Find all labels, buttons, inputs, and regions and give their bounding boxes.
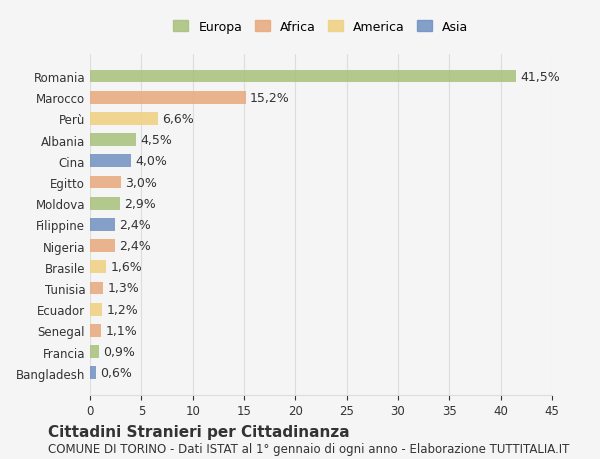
Bar <box>90 346 99 358</box>
Bar <box>90 303 103 316</box>
Text: 4,0%: 4,0% <box>135 155 167 168</box>
Bar <box>90 155 131 168</box>
Text: 4,5%: 4,5% <box>140 134 172 147</box>
Text: 2,4%: 2,4% <box>119 218 151 231</box>
Text: 41,5%: 41,5% <box>520 70 560 84</box>
Bar <box>90 176 121 189</box>
Text: 2,9%: 2,9% <box>124 197 155 210</box>
Bar <box>90 261 106 274</box>
Text: 2,4%: 2,4% <box>119 240 151 252</box>
Bar <box>90 240 115 252</box>
Bar <box>90 282 103 295</box>
Text: Cittadini Stranieri per Cittadinanza: Cittadini Stranieri per Cittadinanza <box>48 425 350 440</box>
Bar <box>90 325 101 337</box>
Text: 0,6%: 0,6% <box>100 366 132 380</box>
Text: 1,6%: 1,6% <box>110 261 142 274</box>
Bar <box>90 197 120 210</box>
Bar <box>90 218 115 231</box>
Text: 3,0%: 3,0% <box>125 176 157 189</box>
Text: COMUNE DI TORINO - Dati ISTAT al 1° gennaio di ogni anno - Elaborazione TUTTITAL: COMUNE DI TORINO - Dati ISTAT al 1° genn… <box>48 442 569 454</box>
Bar <box>90 113 158 125</box>
Legend: Europa, Africa, America, Asia: Europa, Africa, America, Asia <box>170 17 472 38</box>
Text: 1,1%: 1,1% <box>106 324 137 337</box>
Text: 0,9%: 0,9% <box>103 345 135 358</box>
Text: 1,2%: 1,2% <box>106 303 138 316</box>
Text: 1,3%: 1,3% <box>107 282 139 295</box>
Bar <box>90 134 136 147</box>
Bar <box>90 92 246 104</box>
Bar <box>90 71 516 83</box>
Text: 6,6%: 6,6% <box>162 112 194 126</box>
Bar <box>90 367 96 379</box>
Text: 15,2%: 15,2% <box>250 91 290 105</box>
